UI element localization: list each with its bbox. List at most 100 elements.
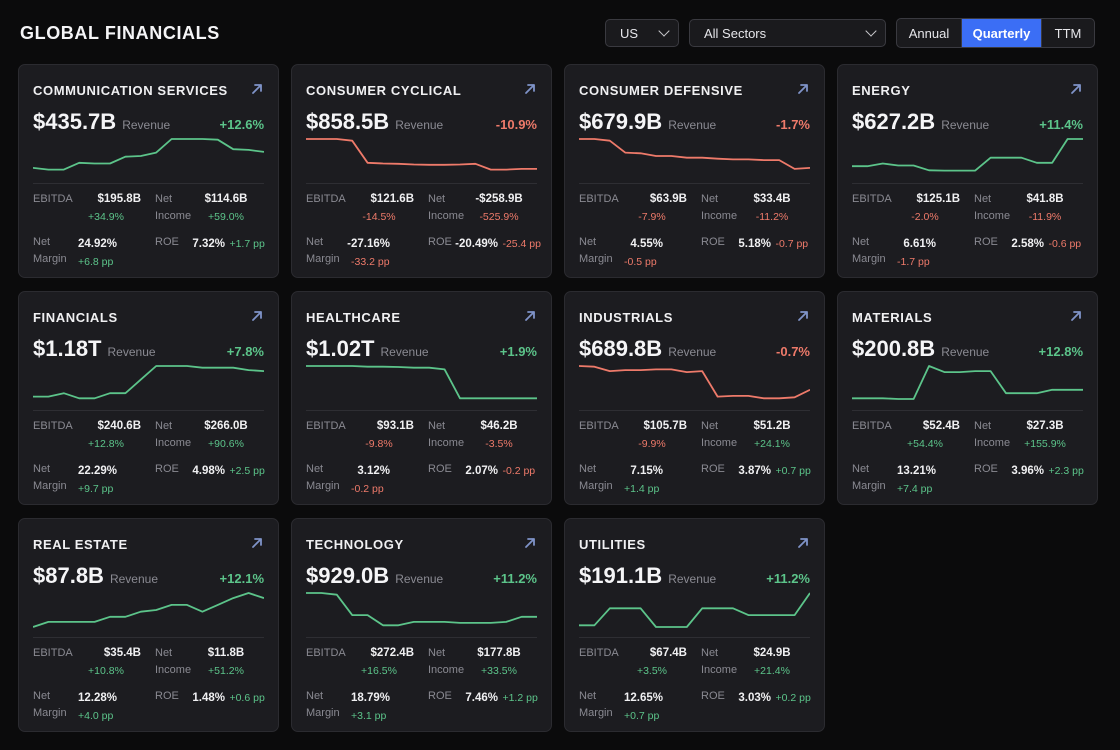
net-margin-block: 12.28% +4.0 pp [71, 688, 165, 725]
open-external-arrow-icon[interactable] [523, 82, 537, 96]
net-income-metric: Net Income [701, 191, 737, 225]
revenue-change: +11.2% [493, 571, 537, 586]
sector-card[interactable]: INDUSTRIALS $689.8B Revenue -0.7% EBITDA… [564, 291, 825, 505]
roe-change: +0.6 pp [229, 692, 265, 704]
ebitda-label: EBITDA [579, 420, 619, 432]
roe-metric: ROE [701, 688, 725, 705]
ebitda-value: $105.7B [643, 420, 687, 432]
net-margin-value: 4.55% [630, 238, 663, 250]
net-income-value: $177.8B [477, 647, 521, 659]
net-margin-block: 13.21% +7.4 pp [890, 461, 984, 498]
sector-card[interactable]: HEALTHCARE $1.02T Revenue +1.9% EBITDA $… [291, 291, 552, 505]
open-external-arrow-icon[interactable] [796, 536, 810, 550]
net-income-metric: Net Income [701, 418, 737, 452]
open-external-arrow-icon[interactable] [1069, 309, 1083, 323]
open-external-arrow-icon[interactable] [250, 82, 264, 96]
roe-block: 3.03% +0.2 pp [725, 688, 817, 707]
open-external-arrow-icon[interactable] [796, 309, 810, 323]
roe-change: +2.5 pp [229, 465, 265, 477]
open-external-arrow-icon[interactable] [250, 309, 264, 323]
roe-value: 2.58% [1011, 238, 1044, 250]
revenue-sparkline [306, 138, 537, 171]
net-income-block: $177.8B +33.5% [460, 645, 538, 680]
net-income-metric: Net Income [428, 418, 464, 452]
roe-change: -25.4 pp [502, 238, 541, 250]
ebitda-value: $240.6B [97, 420, 141, 432]
sector-card[interactable]: UTILITIES $191.1B Revenue +11.2% EBITDA … [564, 518, 825, 732]
net-margin-change: -0.5 pp [624, 256, 657, 268]
income-label: Income [974, 210, 1011, 222]
revenue-row: $191.1B Revenue +11.2% [579, 563, 810, 589]
sector-select[interactable]: All Sectors [689, 19, 886, 47]
net-margin-block: 6.61% -1.7 pp [890, 234, 984, 271]
roe-value: 4.98% [192, 465, 225, 477]
sector-card[interactable]: MATERIALS $200.8B Revenue +12.8% EBITDA … [837, 291, 1098, 505]
roe-block: 5.18% -0.7 pp [725, 234, 817, 253]
net-income-block: $27.3B +155.9% [1006, 418, 1084, 453]
revenue-sparkline [579, 138, 810, 170]
roe-metric: ROE [701, 461, 725, 478]
net-income-block: $11.8B +51.2% [187, 645, 265, 680]
margin-label: Margin [579, 253, 613, 265]
ebitda-value: $195.8B [97, 193, 141, 205]
sector-card[interactable]: CONSUMER DEFENSIVE $679.9B Revenue -1.7%… [564, 64, 825, 278]
ebitda-change: -9.9% [638, 438, 666, 450]
ebitda-label: EBITDA [852, 420, 892, 432]
sector-card[interactable]: ENERGY $627.2B Revenue +11.4% EBITDA $12… [837, 64, 1098, 278]
open-external-arrow-icon[interactable] [523, 309, 537, 323]
net-margin-metric: Net Margin [33, 461, 67, 495]
revenue-row: $435.7B Revenue +12.6% [33, 109, 264, 135]
ebitda-metric: EBITDA [33, 645, 73, 662]
net-income-metric: Net Income [155, 645, 191, 679]
roe-metric: ROE [155, 234, 179, 251]
open-external-arrow-icon[interactable] [523, 536, 537, 550]
revenue-row: $1.18T Revenue +7.8% [33, 336, 264, 362]
net-income-value: $33.4B [753, 193, 791, 205]
ebitda-metric: EBITDA [306, 191, 346, 208]
net-income-value: -$258.9B [475, 193, 523, 205]
sector-card[interactable]: CONSUMER CYCLICAL $858.5B Revenue -10.9%… [291, 64, 552, 278]
net-income-value: $41.8B [1026, 193, 1064, 205]
sector-card[interactable]: COMMUNICATION SERVICES $435.7B Revenue +… [18, 64, 279, 278]
ebitda-change: +16.5% [361, 665, 397, 677]
sector-card[interactable]: REAL ESTATE $87.8B Revenue +12.1% EBITDA… [18, 518, 279, 732]
ebitda-value: $121.6B [370, 193, 414, 205]
sector-select-value: All Sectors [704, 25, 767, 41]
sector-card[interactable]: TECHNOLOGY $929.0B Revenue +11.2% EBITDA… [291, 518, 552, 732]
open-external-arrow-icon[interactable] [796, 82, 810, 96]
net-margin-block: 4.55% -0.5 pp [617, 234, 711, 271]
period-quarterly-button[interactable]: Quarterly [962, 19, 1042, 47]
divider [852, 410, 1083, 411]
open-external-arrow-icon[interactable] [250, 536, 264, 550]
period-annual-button[interactable]: Annual [897, 19, 962, 47]
net-income-metric: Net Income [428, 645, 464, 679]
revenue-sparkline [579, 592, 810, 628]
roe-value: 3.03% [738, 692, 771, 704]
ebitda-value: $52.4B [922, 420, 960, 432]
roe-change: -0.7 pp [775, 238, 809, 250]
revenue-sparkline [306, 592, 537, 627]
net-margin-block: 22.29% +9.7 pp [71, 461, 165, 498]
sector-title: COMMUNICATION SERVICES [33, 83, 228, 98]
roe-block: 4.98% +2.5 pp [179, 461, 271, 480]
ebitda-block: $272.4B +16.5% [344, 645, 414, 680]
net-margin-block: -27.16% -33.2 pp [344, 234, 438, 271]
revenue-change: +12.8% [1038, 344, 1083, 359]
sector-card[interactable]: FINANCIALS $1.18T Revenue +7.8% EBITDA $… [18, 291, 279, 505]
net-margin-change: +7.4 pp [897, 483, 933, 495]
revenue-change: -1.7% [776, 117, 810, 132]
period-ttm-button[interactable]: TTM [1054, 25, 1082, 41]
net-margin-value: 24.92% [77, 238, 117, 250]
net-income-change: +24.1% [754, 438, 790, 450]
revenue-sparkline [306, 365, 537, 400]
net-income-block: -$258.9B -525.9% [460, 191, 538, 226]
open-external-arrow-icon[interactable] [1069, 82, 1083, 96]
ebitda-change: +34.9% [88, 211, 124, 223]
divider [33, 410, 264, 411]
roe-metric: ROE [428, 234, 452, 251]
roe-label: ROE [701, 236, 725, 248]
country-select[interactable]: US [605, 19, 679, 47]
net-label: Net [33, 690, 51, 702]
net-label: Net [306, 463, 324, 475]
roe-change: -0.2 pp [502, 465, 536, 477]
